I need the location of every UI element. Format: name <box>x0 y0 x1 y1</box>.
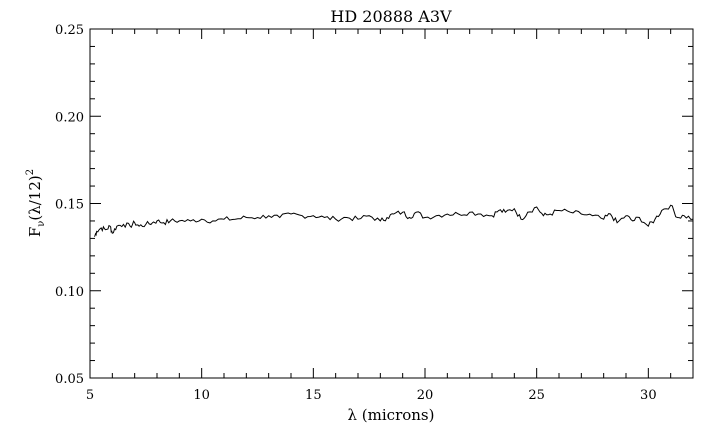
x-tick-label: 5 <box>86 388 94 403</box>
y-axis-label-sup: 2 <box>25 169 36 175</box>
x-tick-label: 20 <box>417 388 434 403</box>
y-axis-label-sub: ν <box>36 221 47 227</box>
series-group <box>94 204 694 237</box>
y-tick-label: 0.20 <box>55 110 84 125</box>
x-tick-label: 10 <box>193 388 210 403</box>
x-axis-label: λ (microns) <box>348 406 435 424</box>
x-tick-label: 25 <box>528 388 545 403</box>
y-tick-label: 0.05 <box>55 372 84 387</box>
series-line <box>94 204 694 237</box>
x-tick-label: 30 <box>640 388 657 403</box>
y-axis-label-main: F <box>26 227 44 237</box>
y-axis-label: Fν(λ/12)2 <box>25 169 47 237</box>
axis-ticks <box>89 28 694 379</box>
plot-frame <box>89 28 694 379</box>
y-tick-label: 0.10 <box>55 285 84 300</box>
y-tick-labels: 0.05 0.10 0.15 0.20 0.25 <box>55 23 84 387</box>
x-tick-labels: 5 10 15 20 25 30 <box>86 388 657 403</box>
y-tick-label: 0.15 <box>55 198 84 213</box>
y-axis-label-rest: (λ/12) <box>26 175 44 220</box>
y-tick-label: 0.25 <box>55 23 84 38</box>
x-tick-label: 15 <box>305 388 322 403</box>
chart-title: HD 20888 A3V <box>330 7 452 26</box>
